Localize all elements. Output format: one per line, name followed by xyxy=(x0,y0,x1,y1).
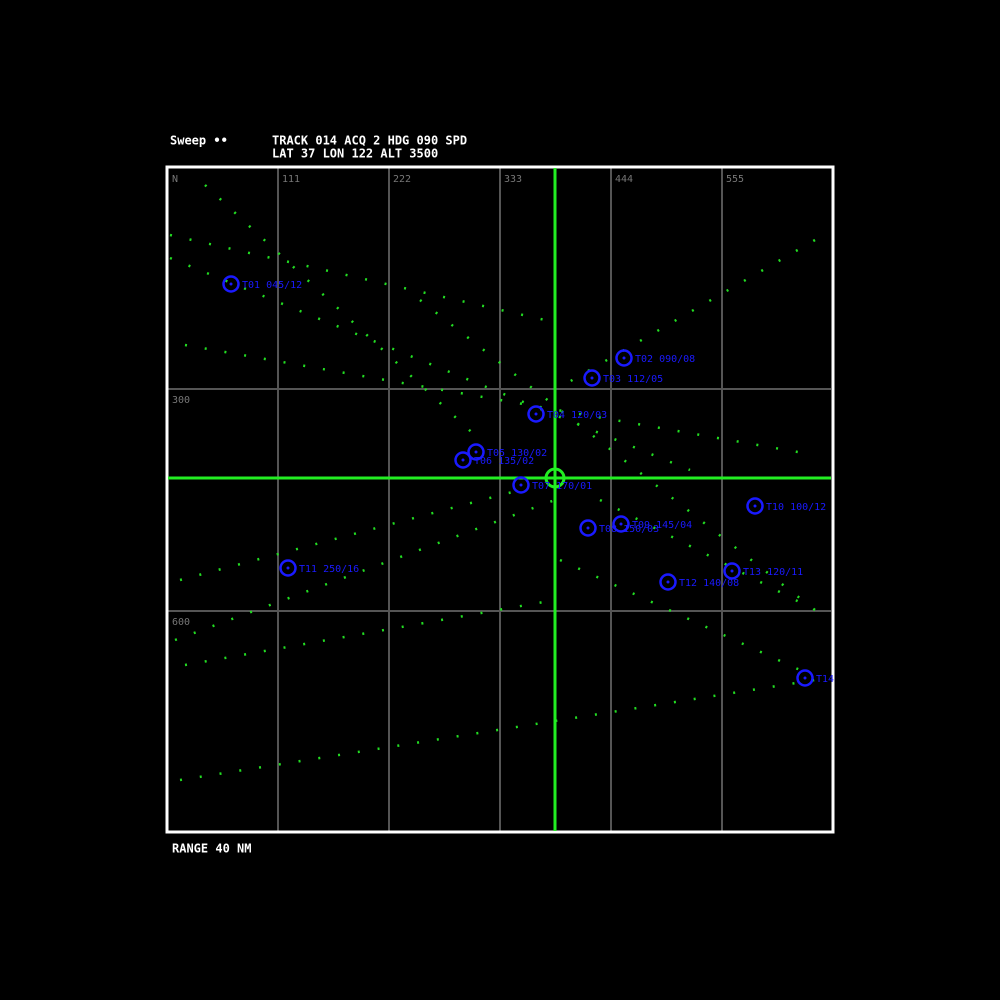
target-label: T04 120/03 xyxy=(547,410,607,421)
own-ship xyxy=(544,467,566,489)
header-line: TRACK 014 ACQ 2 HDG 090 SPD xyxy=(272,134,467,148)
target-ring xyxy=(615,349,633,367)
target-label: T03 112/05 xyxy=(603,374,663,385)
target-dot xyxy=(590,376,594,380)
target-dot xyxy=(666,580,670,584)
mode-label: Sweep •• xyxy=(170,134,228,148)
target-label: T13 120/11 xyxy=(743,567,803,578)
target-ring xyxy=(467,443,485,461)
target-ring xyxy=(512,476,530,494)
target-ring xyxy=(583,369,601,387)
header-line: LAT 37 LON 122 ALT 3500 xyxy=(272,147,438,161)
tick-label: N xyxy=(172,174,178,185)
tick-label: 555 xyxy=(726,174,744,185)
tick-label: 222 xyxy=(393,174,411,185)
target-ring xyxy=(659,573,677,591)
target-ring xyxy=(612,515,630,533)
target-dot xyxy=(803,676,807,680)
target-ring xyxy=(222,275,240,293)
tick-label: 111 xyxy=(282,174,300,185)
target-label: T09 145/04 xyxy=(632,520,692,531)
track xyxy=(179,678,816,782)
target-label: T14 xyxy=(816,674,834,685)
target-dot xyxy=(519,483,523,487)
target-ring xyxy=(527,405,545,423)
track xyxy=(559,558,801,672)
target-label: T10 100/12 xyxy=(766,502,826,513)
tick-label: 444 xyxy=(615,174,633,185)
target-dot xyxy=(753,504,757,508)
target-ring xyxy=(579,519,597,537)
target-dot xyxy=(286,566,290,570)
track xyxy=(204,184,481,441)
track xyxy=(169,256,691,472)
tick-label: 333 xyxy=(504,174,522,185)
range-label: RANGE 40 NM xyxy=(172,842,251,856)
target-dot xyxy=(474,450,478,454)
target-dot xyxy=(730,569,734,573)
target-label: T05 130/02 xyxy=(487,448,547,459)
own-ship-dot xyxy=(553,476,557,480)
target-ring xyxy=(796,669,814,687)
target-dot xyxy=(622,356,626,360)
target-label: T02 090/08 xyxy=(635,354,695,365)
track xyxy=(554,238,816,392)
target-label: T06 135/02 xyxy=(474,456,534,467)
target-label: T12 140/08 xyxy=(679,578,739,589)
grid xyxy=(168,168,831,831)
target-dot xyxy=(619,522,623,526)
track xyxy=(174,498,556,642)
scope-frame xyxy=(165,165,835,834)
track xyxy=(169,233,546,322)
target-label: T07 170/01 xyxy=(532,481,592,492)
tick-label: 600 xyxy=(172,617,190,628)
target-ring xyxy=(723,562,741,580)
track xyxy=(419,299,816,611)
target-label: T01 045/12 xyxy=(242,280,302,291)
track xyxy=(599,498,816,612)
target-dot xyxy=(586,526,590,530)
target-dot xyxy=(534,412,538,416)
target-ring xyxy=(279,559,297,577)
target-label: T08 150/03 xyxy=(599,524,659,535)
tick-label: 300 xyxy=(172,395,190,406)
target-ring xyxy=(454,451,472,469)
target-label: T11 250/16 xyxy=(299,564,359,575)
target-dot xyxy=(461,458,465,462)
target-ring xyxy=(746,497,764,515)
tracks xyxy=(169,184,816,782)
target-dot xyxy=(229,282,233,286)
